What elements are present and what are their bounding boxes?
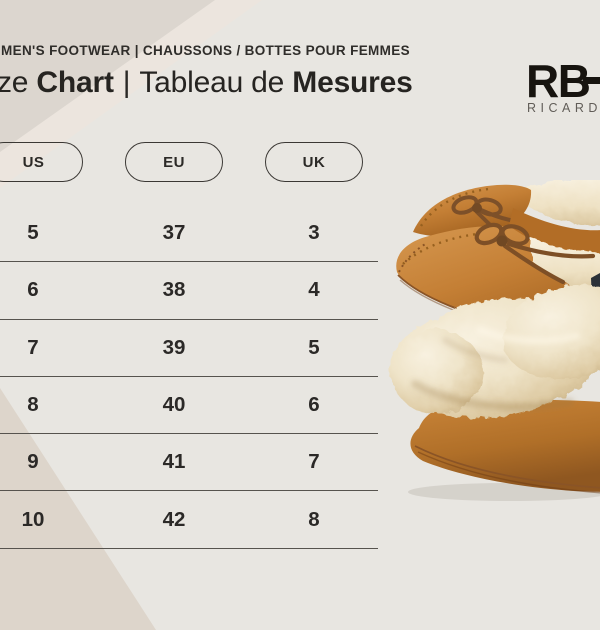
category-line: MEN'S FOOTWEAR | CHAUSSONS / BOTTES POUR… xyxy=(1,43,410,58)
column-header-us: US xyxy=(0,142,83,182)
table-row: 8 40 6 xyxy=(0,377,378,435)
page-title: ze Chart | Tableau de Mesures xyxy=(0,66,413,100)
cell-uk: 3 xyxy=(308,221,320,245)
table-row: 6 38 4 xyxy=(0,262,378,320)
cell-us: 9 xyxy=(27,450,39,474)
brand-logo: RB xyxy=(526,55,591,107)
cell-eu: 39 xyxy=(162,335,186,359)
cell-uk: 6 xyxy=(308,393,320,417)
cell-uk: 8 xyxy=(308,507,320,531)
cell-eu: 37 xyxy=(162,221,186,245)
cell-us: 6 xyxy=(27,278,39,302)
cell-eu: 42 xyxy=(162,507,186,531)
brand-logo-bar xyxy=(583,77,600,84)
title-en-bold: Chart xyxy=(36,66,114,99)
table-row: 9 41 7 xyxy=(0,434,378,492)
cell-uk: 4 xyxy=(308,278,320,302)
cell-uk: 7 xyxy=(308,450,320,474)
cell-eu: 38 xyxy=(162,278,186,302)
cell-eu: 41 xyxy=(162,450,186,474)
title-fr-light: Tableau de xyxy=(139,66,293,99)
sheepskin-moccasin-slippers-photo xyxy=(385,180,600,510)
cell-us: 5 xyxy=(27,221,39,245)
brand-logo-subtext: RICARD xyxy=(527,101,600,115)
cell-eu: 40 xyxy=(162,393,186,417)
table-row: 7 39 5 xyxy=(0,320,378,377)
size-table: 5 37 3 6 38 4 7 39 5 8 40 6 9 41 7 10 42… xyxy=(0,205,378,549)
table-row: 10 42 8 xyxy=(0,491,378,549)
column-header-eu: EU xyxy=(125,142,223,182)
title-fr-bold: Mesures xyxy=(292,66,413,99)
cell-uk: 5 xyxy=(308,335,320,359)
title-separator: | xyxy=(122,66,131,99)
cell-us: 8 xyxy=(27,393,39,417)
table-row: 5 37 3 xyxy=(0,205,378,263)
cell-us: 7 xyxy=(27,335,39,359)
slippers-illustration xyxy=(389,180,600,501)
column-header-uk: UK xyxy=(265,142,363,182)
title-en-light: ze xyxy=(0,66,37,99)
cell-us: 10 xyxy=(21,507,45,531)
